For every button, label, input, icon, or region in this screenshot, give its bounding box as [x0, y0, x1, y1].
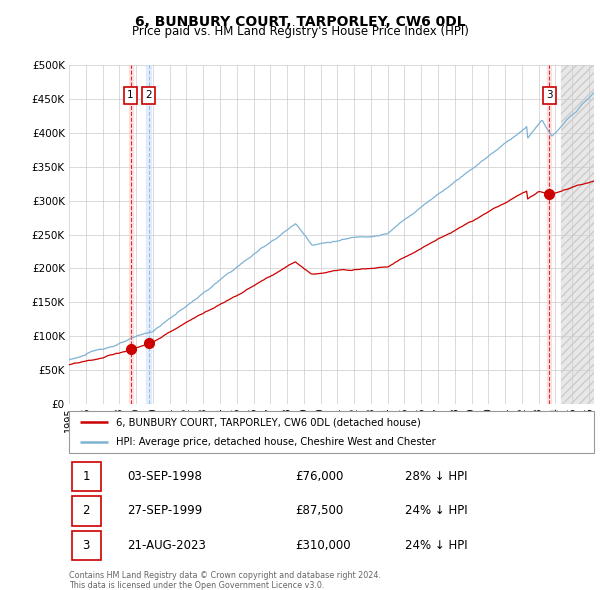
- Text: 24% ↓ HPI: 24% ↓ HPI: [405, 504, 467, 517]
- Text: Price paid vs. HM Land Registry's House Price Index (HPI): Price paid vs. HM Land Registry's House …: [131, 25, 469, 38]
- Bar: [547, 65, 551, 404]
- Text: 28% ↓ HPI: 28% ↓ HPI: [405, 470, 467, 483]
- Text: £76,000: £76,000: [295, 470, 343, 483]
- Bar: [146, 65, 151, 404]
- Text: HPI: Average price, detached house, Cheshire West and Chester: HPI: Average price, detached house, Ches…: [116, 437, 436, 447]
- FancyBboxPatch shape: [71, 531, 101, 560]
- Text: Contains HM Land Registry data © Crown copyright and database right 2024.
This d: Contains HM Land Registry data © Crown c…: [69, 571, 381, 590]
- Bar: [561, 65, 594, 404]
- Bar: [561, 65, 594, 404]
- Text: 3: 3: [82, 539, 90, 552]
- Text: 21-AUG-2023: 21-AUG-2023: [127, 539, 206, 552]
- Text: 27-SEP-1999: 27-SEP-1999: [127, 504, 202, 517]
- Text: 1: 1: [127, 90, 134, 100]
- Text: £310,000: £310,000: [295, 539, 350, 552]
- FancyBboxPatch shape: [71, 461, 101, 491]
- Text: 1: 1: [82, 470, 90, 483]
- Text: 2: 2: [145, 90, 152, 100]
- Text: 6, BUNBURY COURT, TARPORLEY, CW6 0DL (detached house): 6, BUNBURY COURT, TARPORLEY, CW6 0DL (de…: [116, 417, 421, 427]
- Text: £87,500: £87,500: [295, 504, 343, 517]
- Text: 03-SEP-1998: 03-SEP-1998: [127, 470, 202, 483]
- Bar: [128, 65, 133, 404]
- Text: 2: 2: [82, 504, 90, 517]
- FancyBboxPatch shape: [71, 496, 101, 526]
- Text: 3: 3: [546, 90, 553, 100]
- Text: 24% ↓ HPI: 24% ↓ HPI: [405, 539, 467, 552]
- Text: 6, BUNBURY COURT, TARPORLEY, CW6 0DL: 6, BUNBURY COURT, TARPORLEY, CW6 0DL: [134, 15, 466, 29]
